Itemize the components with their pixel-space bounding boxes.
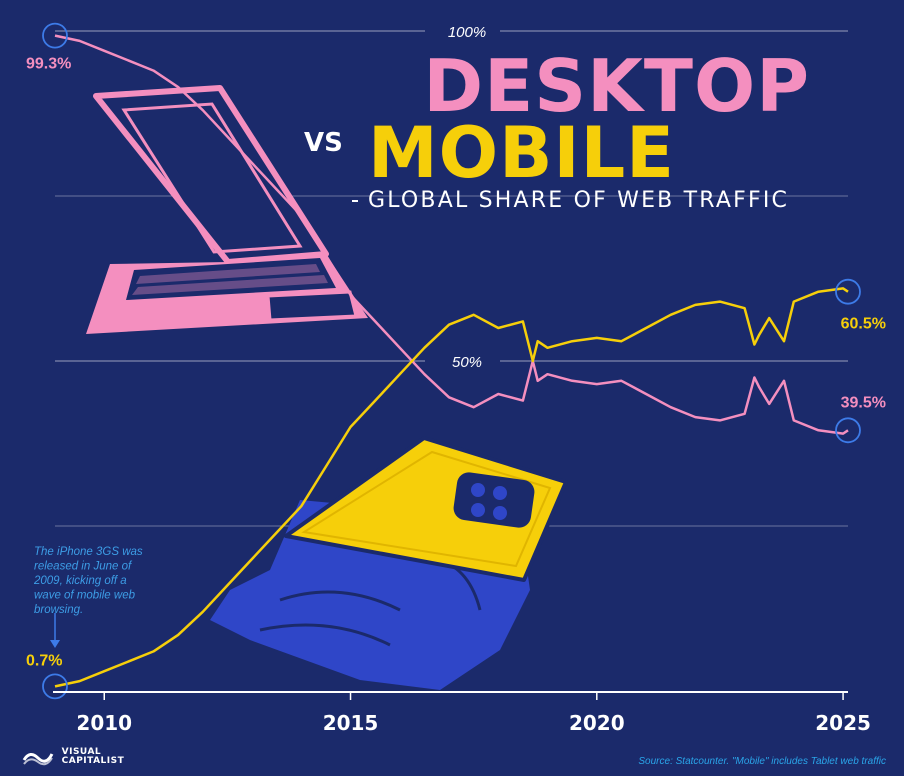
- data-label-desktop-start: 99.3%: [26, 56, 71, 73]
- logo-mark-icon: [22, 753, 54, 766]
- annotation-line: wave of mobile web: [34, 590, 136, 602]
- point-marker-desktop-end: [835, 417, 861, 444]
- point-marker-mobile-end: [835, 278, 861, 305]
- annotation-line: browsing.: [34, 604, 83, 616]
- series-line-mobile: [54, 287, 849, 688]
- data-label-mobile-start: 0.7%: [26, 652, 62, 669]
- annotation-text: The iPhone 3GS was released in June of 200…: [33, 546, 143, 616]
- data-label-mobile-end: 60.5%: [841, 316, 886, 333]
- x-tick-label-2015: 2015: [323, 711, 379, 735]
- y-tick-label-100: 100%: [448, 24, 486, 41]
- data-label-desktop-end: 39.5%: [841, 394, 886, 411]
- point-marker-desktop-start: [42, 22, 68, 49]
- annotation-arrow: [50, 613, 60, 648]
- series-line-desktop: [54, 34, 849, 435]
- series-layer: [54, 34, 849, 688]
- subtitle: GLOBAL SHARE OF WEB TRAFFIC: [368, 188, 790, 213]
- title-mobile: MOBILE: [368, 112, 675, 194]
- source-note: Source: Statcounter. "Mobile" includes T…: [638, 756, 886, 767]
- point-marker-mobile-start: [42, 673, 68, 700]
- x-tick-label-2020: 2020: [569, 711, 625, 735]
- title-vs: VS: [304, 128, 343, 158]
- phone-hand-illustration: [210, 436, 568, 690]
- logo: VISUAL CAPITALIST: [22, 748, 124, 766]
- subtitle-rule: [352, 200, 358, 202]
- logo-line2: CAPITALIST: [61, 756, 125, 766]
- title-desktop: DESKTOP: [423, 44, 810, 128]
- label-layer: 99.3% 39.5% 0.7% 60.5%: [26, 56, 886, 670]
- annotation-line: 2009, kicking off a: [33, 575, 127, 587]
- logo-line1: VISUAL: [61, 747, 102, 757]
- x-tick-label-2025: 2025: [815, 711, 871, 735]
- laptop-illustration: [86, 85, 368, 334]
- y-tick-label-50: 50%: [452, 354, 482, 371]
- annotation-line: The iPhone 3GS was: [34, 546, 143, 558]
- annotation-line: released in June of: [34, 561, 133, 573]
- marker-layer: [42, 22, 861, 700]
- x-tick-label-2010: 2010: [76, 711, 132, 735]
- x-axis: 2010 2015 2020 2025: [53, 691, 871, 735]
